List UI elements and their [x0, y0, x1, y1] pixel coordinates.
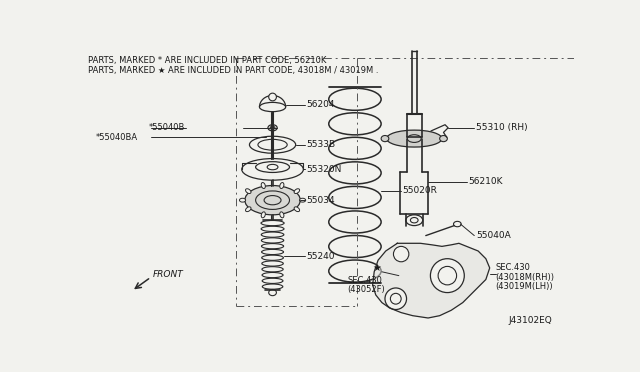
Ellipse shape [269, 93, 276, 101]
Ellipse shape [294, 207, 300, 212]
Ellipse shape [261, 212, 266, 218]
Text: (43018M(RH)): (43018M(RH)) [495, 273, 554, 282]
Ellipse shape [280, 183, 284, 189]
Circle shape [431, 259, 464, 293]
Ellipse shape [261, 183, 266, 189]
Text: PARTS, MARKED ★ ARE INCLUDED IN PART CODE, 43018M / 43019M .: PARTS, MARKED ★ ARE INCLUDED IN PART COD… [88, 65, 378, 74]
Text: PARTS, MARKED * ARE INCLUDED IN PART CODE, 56210K: PARTS, MARKED * ARE INCLUDED IN PART COD… [88, 55, 326, 64]
Ellipse shape [300, 198, 306, 202]
Text: (43052F): (43052F) [348, 285, 385, 294]
Text: SEC.430: SEC.430 [348, 276, 382, 285]
Ellipse shape [294, 189, 300, 193]
Circle shape [385, 288, 406, 310]
Text: 55310 (RH): 55310 (RH) [476, 123, 527, 132]
Ellipse shape [440, 135, 447, 142]
Ellipse shape [280, 212, 284, 218]
Text: 55040A: 55040A [476, 231, 511, 240]
Ellipse shape [239, 198, 246, 202]
Text: *55040B: *55040B [149, 123, 186, 132]
Ellipse shape [245, 186, 300, 215]
Text: 55020R: 55020R [403, 186, 438, 195]
Text: 56204: 56204 [307, 100, 335, 109]
Text: SEC.430: SEC.430 [495, 263, 530, 272]
Ellipse shape [246, 207, 251, 212]
Ellipse shape [268, 125, 277, 131]
Ellipse shape [454, 221, 461, 227]
Text: 55034: 55034 [307, 196, 335, 205]
Ellipse shape [269, 289, 276, 296]
Ellipse shape [242, 158, 303, 180]
Text: 5533B: 5533B [307, 140, 335, 149]
Text: 56210K: 56210K [468, 177, 502, 186]
Circle shape [394, 246, 409, 262]
Ellipse shape [250, 136, 296, 153]
Text: (43019M(LH)): (43019M(LH)) [495, 282, 553, 291]
Polygon shape [372, 243, 490, 318]
Text: ★: ★ [372, 263, 381, 273]
Ellipse shape [387, 130, 442, 147]
Text: 55320N: 55320N [307, 165, 342, 174]
Ellipse shape [381, 135, 389, 142]
Text: FRONT: FRONT [152, 270, 183, 279]
Text: 55240: 55240 [307, 252, 335, 261]
Text: *55040BA: *55040BA [95, 132, 138, 141]
Ellipse shape [246, 189, 251, 193]
Ellipse shape [255, 162, 289, 173]
Text: J43102EQ: J43102EQ [509, 316, 553, 325]
